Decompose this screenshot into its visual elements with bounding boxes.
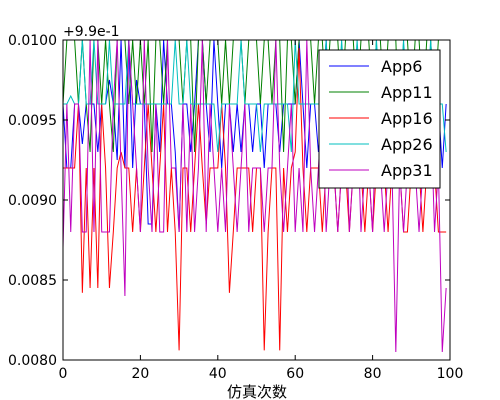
x-tick-label: 40 <box>209 366 227 382</box>
x-axis-label: 仿真次数 <box>227 383 287 400</box>
y-tick-label: 0.0090 <box>8 193 57 209</box>
legend-box <box>318 49 441 189</box>
x-tick-label: 60 <box>286 366 304 382</box>
legend: App6 App11 App16 App26 App31 <box>318 49 441 189</box>
legend-label: App6 <box>381 57 422 76</box>
legend-label: App26 <box>381 135 433 154</box>
y-tick-label: 0.0080 <box>8 353 57 369</box>
y-tick-label: 0.0085 <box>8 273 57 289</box>
y-tick-label: 0.0095 <box>8 113 57 129</box>
legend-label: App11 <box>381 83 433 102</box>
legend-label: App31 <box>381 161 433 180</box>
series-line-app31 <box>63 40 447 353</box>
legend-label: App16 <box>381 109 433 128</box>
x-tick-label: 100 <box>437 366 464 382</box>
plot-frame <box>62 39 451 361</box>
x-tick-label: 0 <box>59 366 68 382</box>
y-tick-label: 0.0100 <box>8 33 57 49</box>
y-offset-label: +9.9e-1 <box>63 24 120 40</box>
x-tick-label: 80 <box>364 366 382 382</box>
x-tick-label: 20 <box>131 366 149 382</box>
